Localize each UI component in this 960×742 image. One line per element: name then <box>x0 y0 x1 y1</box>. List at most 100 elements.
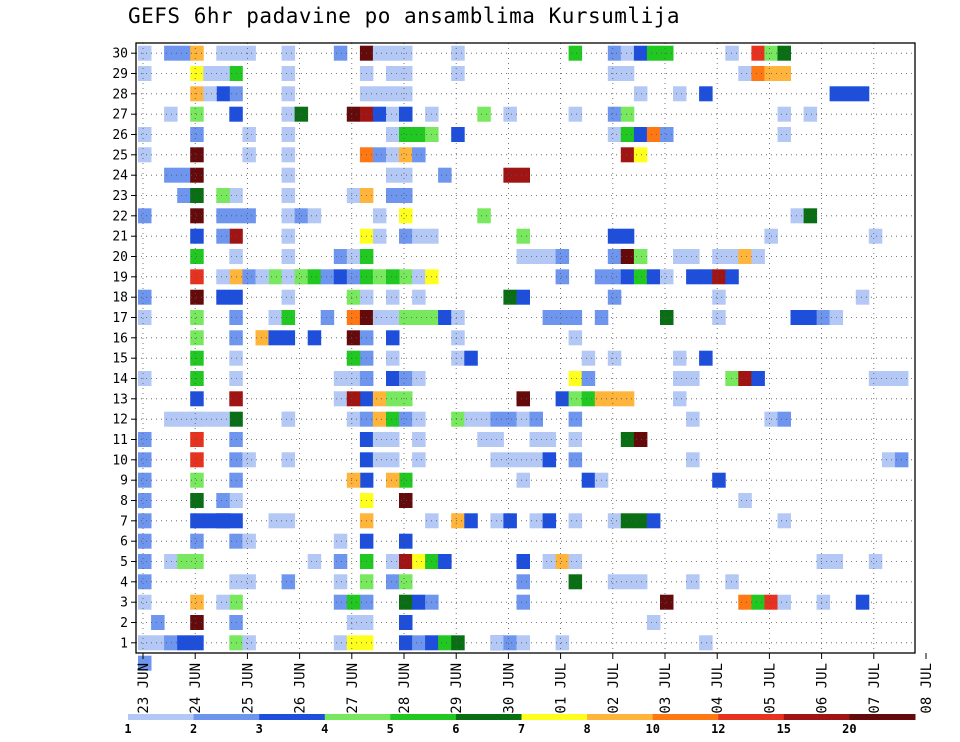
y-tick-label: 17 <box>112 311 128 326</box>
heatmap-cell <box>542 249 557 264</box>
x-tick-label: 04 JUL <box>710 663 726 714</box>
heatmap-cell <box>607 106 622 122</box>
heatmap-cell <box>516 452 530 468</box>
heatmap-cell <box>699 269 713 285</box>
heatmap-cell <box>399 615 413 630</box>
heatmap-cell <box>542 310 557 325</box>
heatmap-cell <box>242 208 256 224</box>
heatmap-cell <box>855 594 870 610</box>
heatmap-cell <box>138 554 152 569</box>
x-tick-label: 06 JUL <box>815 663 831 714</box>
heatmap-cell <box>138 635 152 651</box>
heatmap-cell <box>307 554 322 569</box>
y-tick-label: 12 <box>112 413 128 428</box>
heatmap-cell <box>438 310 452 325</box>
heatmap-cell <box>255 269 269 285</box>
heatmap-cell <box>399 472 413 488</box>
heatmap-cell <box>516 289 530 305</box>
heatmap-cell <box>399 228 413 244</box>
x-tick-label: 02 JUL <box>606 663 622 714</box>
y-tick-label: 3 <box>120 596 128 611</box>
heatmap-cell <box>307 330 322 346</box>
heatmap-cell <box>777 513 791 529</box>
x-tick-label: 28 JUN <box>397 663 413 714</box>
heatmap-cell <box>699 635 713 651</box>
y-tick-label: 21 <box>112 230 128 245</box>
heatmap-cell <box>346 249 361 264</box>
heatmap-cell <box>386 554 400 569</box>
heatmap-cell <box>242 635 256 651</box>
colorbar-swatch <box>259 714 326 720</box>
heatmap-cell <box>633 432 648 447</box>
heatmap-cell <box>281 208 296 224</box>
heatmap-cell <box>581 391 596 407</box>
heatmap-cell <box>568 432 583 447</box>
heatmap-cell <box>386 472 400 488</box>
heatmap-cell <box>568 513 583 529</box>
heatmap-cell <box>503 167 517 183</box>
heatmap-cell <box>555 635 570 651</box>
y-tick-label: 11 <box>112 433 128 448</box>
y-tick-label: 5 <box>120 555 128 570</box>
heatmap-cell <box>138 127 152 142</box>
heatmap-cell <box>816 594 831 610</box>
heatmap-cell <box>620 391 635 407</box>
heatmap-cell <box>386 371 400 386</box>
heatmap-cell <box>281 228 296 244</box>
heatmap-cell <box>151 615 165 630</box>
heatmap-cell <box>542 432 557 447</box>
heatmap-cell <box>686 574 700 590</box>
heatmap-cell <box>386 86 400 102</box>
heatmap-cell <box>725 249 739 264</box>
heatmap-cell <box>164 635 178 651</box>
heatmap-cell <box>568 371 583 386</box>
heatmap-cell <box>399 127 413 142</box>
heatmap-cell <box>581 371 596 386</box>
heatmap-cell <box>386 66 400 81</box>
y-tick-label: 23 <box>112 189 128 204</box>
heatmap-cell <box>568 554 583 569</box>
heatmap-cell <box>151 635 165 651</box>
heatmap-cell <box>386 452 400 468</box>
x-tick-label: 01 JUL <box>554 663 570 714</box>
heatmap-cell <box>490 513 504 529</box>
heatmap-cell <box>699 350 713 366</box>
heatmap-cell <box>751 249 765 264</box>
colorbar-label: 6 <box>452 722 459 736</box>
heatmap-cell <box>790 208 804 224</box>
heatmap-cell <box>281 574 296 590</box>
heatmap-cell <box>138 289 152 305</box>
heatmap-cell <box>412 411 426 427</box>
y-tick-label: 8 <box>120 494 128 509</box>
heatmap-cell <box>451 635 465 651</box>
heatmap-cell <box>216 86 230 102</box>
heatmap-cell <box>438 167 452 183</box>
heatmap-cell <box>138 66 152 81</box>
heatmap-cell <box>333 533 348 549</box>
heatmap-cell <box>516 228 530 244</box>
heatmap-cell <box>646 127 661 142</box>
heatmap-cell <box>281 188 296 203</box>
heatmap-cell <box>281 330 296 346</box>
heatmap-cell <box>568 411 583 427</box>
heatmap-cell <box>399 188 413 203</box>
heatmap-cell <box>412 452 426 468</box>
heatmap-cell <box>386 289 400 305</box>
heatmap-cell <box>164 554 178 569</box>
heatmap-cell <box>607 574 622 590</box>
plot-frame <box>135 42 916 654</box>
colorbar-swatch <box>849 714 916 720</box>
heatmap-cell <box>868 228 883 244</box>
x-tick-label: 25 JUN <box>240 663 256 714</box>
heatmap-cell <box>868 554 883 569</box>
heatmap-cell <box>386 188 400 203</box>
heatmap-cell <box>712 310 726 325</box>
heatmap-cell <box>386 147 400 163</box>
heatmap-cell <box>699 86 713 102</box>
heatmap-cell <box>281 269 296 285</box>
heatmap-cell <box>268 269 282 285</box>
heatmap-cell <box>607 391 622 407</box>
heatmap-cell <box>607 289 622 305</box>
heatmap-cell <box>633 147 648 163</box>
heatmap-cell <box>451 513 465 529</box>
